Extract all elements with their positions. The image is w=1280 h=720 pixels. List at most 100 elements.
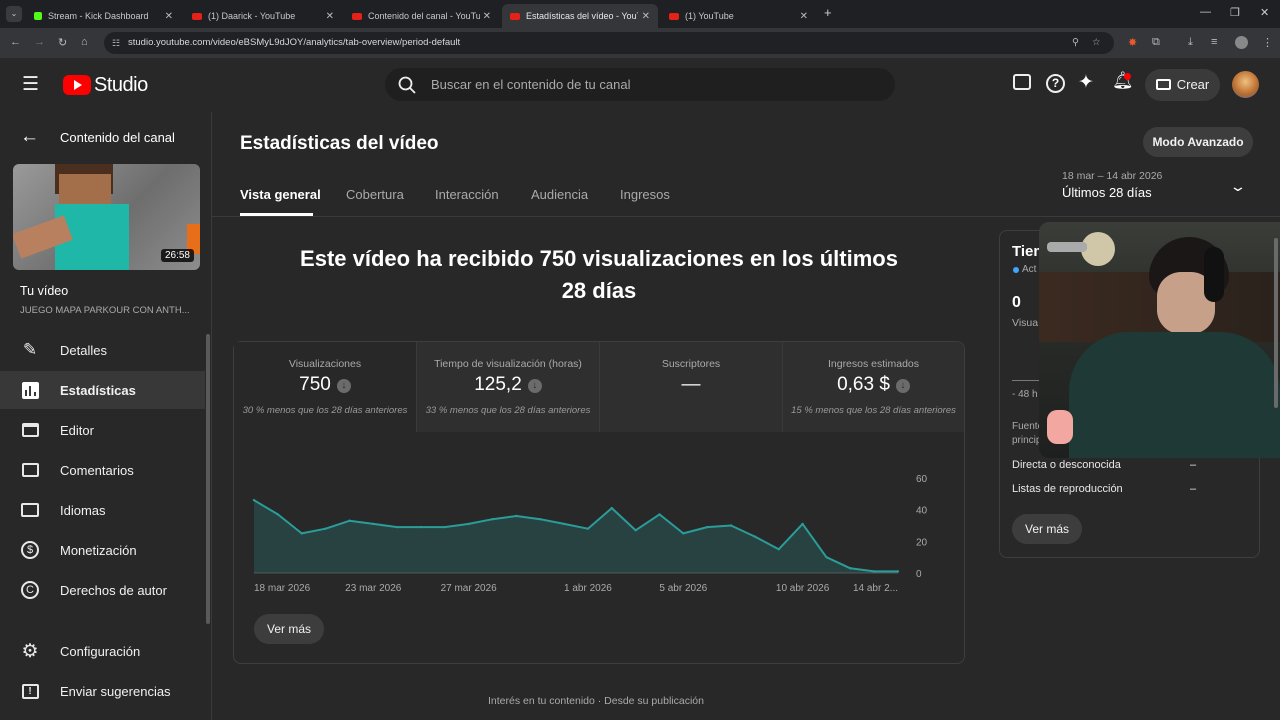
back-arrow-icon[interactable]: ← [20,126,39,147]
gear-icon: ⚙ [21,640,39,662]
realtime-sub: Visua [1012,317,1039,329]
sidebar-item-derechos[interactable]: C Derechos de autor [0,571,205,609]
dollar-icon: $ [20,540,40,560]
sparkle-icon[interactable]: ✦ [1078,72,1094,93]
sidebar-item-monetizacion[interactable]: $ Monetización [0,531,205,569]
realtime-see-more-button[interactable]: Ver más [1012,514,1082,544]
youtube-favicon-icon [669,12,679,20]
y-tick-label: 40 [916,506,928,517]
home-icon[interactable]: ⌂ [81,36,88,48]
sidebar-item-editor[interactable]: Editor [0,411,205,449]
tab-vista-general[interactable]: Vista general [240,187,321,202]
sidebar-item-comentarios[interactable]: Comentarios [0,451,205,489]
chart-point [801,522,804,526]
sidebar-item-estadisticas[interactable]: Estadísticas [0,371,205,409]
arrow-down-icon: ↓ [895,379,910,393]
browser-tab-contenido[interactable]: Contenido del canal - YouTube ✕ [344,4,499,28]
browser-tab-estadisticas[interactable]: Estadísticas del vídeo - YouTube✕ [502,4,658,28]
new-tab-button[interactable]: + [824,5,832,20]
x-tick-label: 27 mar 2026 [441,583,498,594]
chart-line [253,499,898,573]
sidebar-scrollbar[interactable] [206,334,210,624]
browser-tab-daarick[interactable]: (1) Daarick - YouTube ✕ [184,4,342,28]
chart-point [300,532,303,535]
close-tab-icon[interactable]: ✕ [482,10,491,22]
browser-tab-youtube[interactable]: (1) YouTube ✕ [661,4,816,28]
analytics-icon [20,380,40,400]
tab-ingresos[interactable]: Ingresos [620,187,670,202]
browser-tab-strip: ⌄ Stream - Kick Dashboard ✕ (1) Daarick -… [0,0,1280,28]
period-selector[interactable]: Últimos 28 días [1062,185,1152,200]
copyright-icon: C [20,580,40,600]
x-tick-label: 14 abr 2... [853,583,898,594]
views-chart[interactable]: 0 20 40 60 18 mar 2026 23 mar 2026 27 mar 2026… [240,465,940,600]
tab-audiencia[interactable]: Audiencia [531,187,589,202]
sidebar-item-detalles[interactable]: ✎ Detalles [0,331,205,369]
studio-logo[interactable]: Studio [63,73,148,97]
browser-menu-icon[interactable]: ⋮ [1262,37,1273,49]
chart-point [753,535,757,538]
address-bar[interactable]: ☷ studio.youtube.com/video/eBSMyL9dJOY/a… [104,32,1114,54]
minimize-button[interactable]: — [1200,6,1211,18]
page-title: Estadísticas del vídeo [240,133,439,154]
chart-point [586,527,590,530]
close-tab-icon[interactable]: ✕ [164,10,173,22]
media-icon[interactable]: ≡ [1211,36,1218,48]
metric-views[interactable]: Visualizaciones 750 ↓ 30 % menos que los … [234,342,416,432]
close-tab-icon[interactable]: ✕ [641,10,650,22]
source-label-1: Fuente [1012,421,1044,432]
tab-cobertura[interactable]: Cobertura [346,187,404,202]
metric-watch-time[interactable]: Tiempo de visualización (horas) 125,2 ↓ 3… [416,342,599,432]
site-info-icon[interactable]: ☷ [112,38,121,48]
search-input[interactable]: Buscar en el contenido de tu canal [385,68,895,101]
video-thumbnail[interactable]: 26:58 [13,164,200,270]
right-scrollbar[interactable] [1274,238,1278,408]
metric-subscribers[interactable]: Suscriptores — [599,342,782,432]
y-tick-label: 20 [916,537,928,548]
chart-point [252,498,256,502]
source-label-2: principa [1012,435,1048,446]
webcam-headphones [1204,247,1224,302]
source-row-label: Directa o desconocida [1012,459,1121,471]
tab-interaccion[interactable]: Interacción [435,187,499,202]
reload-icon[interactable]: ↻ [58,37,68,49]
tab-search-icon[interactable]: ⌄ [6,6,22,22]
channel-avatar[interactable] [1232,71,1259,98]
source-row-value: – [1190,483,1197,495]
zoom-icon[interactable]: ⚲ [1072,37,1079,48]
extension-icon[interactable]: ✸ [1128,37,1138,49]
kick-favicon-icon [34,12,42,20]
create-button[interactable]: Crear [1145,69,1220,101]
bookmark-star-icon[interactable]: ☆ [1092,37,1101,48]
maximize-button[interactable]: ❐ [1230,7,1240,19]
sidebar-item-configuracion[interactable]: ⚙ Configuración [21,640,141,662]
help-icon[interactable]: ? [1046,74,1065,93]
forward-icon[interactable]: → [34,36,45,48]
close-window-button[interactable]: ✕ [1260,7,1270,19]
chevron-down-icon[interactable]: ⌄ [1229,178,1247,194]
chart-point [348,519,351,522]
sidebar-item-idiomas[interactable]: Idiomas [0,491,205,529]
close-tab-icon[interactable]: ✕ [325,10,334,22]
hamburger-menu-icon[interactable]: ☰ [22,74,40,95]
sidebar-item-sugerencias[interactable]: ! Enviar sugerencias [0,672,205,710]
download-icon[interactable]: ⤓ [1188,36,1193,48]
metric-revenue[interactable]: Ingresos estimados 0,63 $ ↓ 15 % menos qu… [782,342,964,432]
chart-point [467,522,470,526]
chart-point [443,525,447,529]
chart-point [419,525,423,529]
advanced-mode-button[interactable]: Modo Avanzado [1143,127,1253,157]
comment-add-icon[interactable] [1013,74,1031,90]
browser-tab-kick[interactable]: Stream - Kick Dashboard ✕ [26,4,181,28]
channel-content-link[interactable]: Contenido del canal [60,130,175,145]
chart-point [562,522,566,526]
webcam-mic-arm [1047,242,1087,252]
extensions-puzzle-icon[interactable]: ⧉ [1152,36,1160,48]
back-icon[interactable]: ← [10,36,21,48]
close-tab-icon[interactable]: ✕ [799,10,808,22]
chart-point [729,524,733,527]
chart-area [254,500,898,573]
see-more-button[interactable]: Ver más [254,614,324,644]
chart-point [515,514,518,518]
profile-avatar[interactable] [1235,36,1248,49]
